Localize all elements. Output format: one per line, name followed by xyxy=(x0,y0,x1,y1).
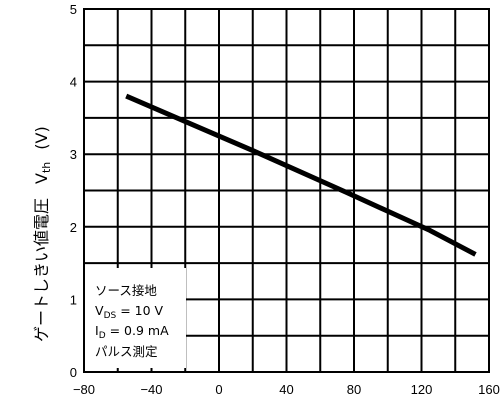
x-tick-label: −80 xyxy=(73,382,95,397)
series-group xyxy=(125,93,477,257)
y-tick-labels: 0 1 2 3 4 5 xyxy=(70,2,77,380)
x-tick-label: 160 xyxy=(478,382,500,397)
x-tick-label: 40 xyxy=(279,382,293,397)
condition-pulse: パルス測定 xyxy=(95,344,158,359)
x-tick-label: 120 xyxy=(411,382,433,397)
y-tick-label: 4 xyxy=(70,75,77,90)
y-tick-label: 2 xyxy=(70,220,77,235)
condition-source: ソース接地 xyxy=(95,283,157,298)
condition-vds: VDS = 10 V xyxy=(95,303,164,321)
y-tick-label: 3 xyxy=(70,147,77,162)
y-tick-label: 0 xyxy=(70,365,77,380)
y-tick-label: 1 xyxy=(70,292,77,307)
x-tick-label: 0 xyxy=(215,382,222,397)
condition-box-bg xyxy=(84,268,186,368)
condition-box: ソース接地 VDS = 10 V ID = 0.9 mA パルス測定 xyxy=(84,268,186,368)
condition-id: ID = 0.9 mA xyxy=(95,323,169,341)
x-tick-label: −40 xyxy=(140,382,162,397)
plot-frame xyxy=(83,8,490,373)
plot-border xyxy=(83,8,490,373)
x-tick-labels: −80 −40 0 40 80 120 160 xyxy=(73,382,500,397)
series-line xyxy=(125,93,477,257)
y-tick-label: 5 xyxy=(70,2,77,17)
x-tick-label: 80 xyxy=(347,382,361,397)
y-axis-label: ゲートしきい値電圧Vth(V) xyxy=(32,126,53,342)
